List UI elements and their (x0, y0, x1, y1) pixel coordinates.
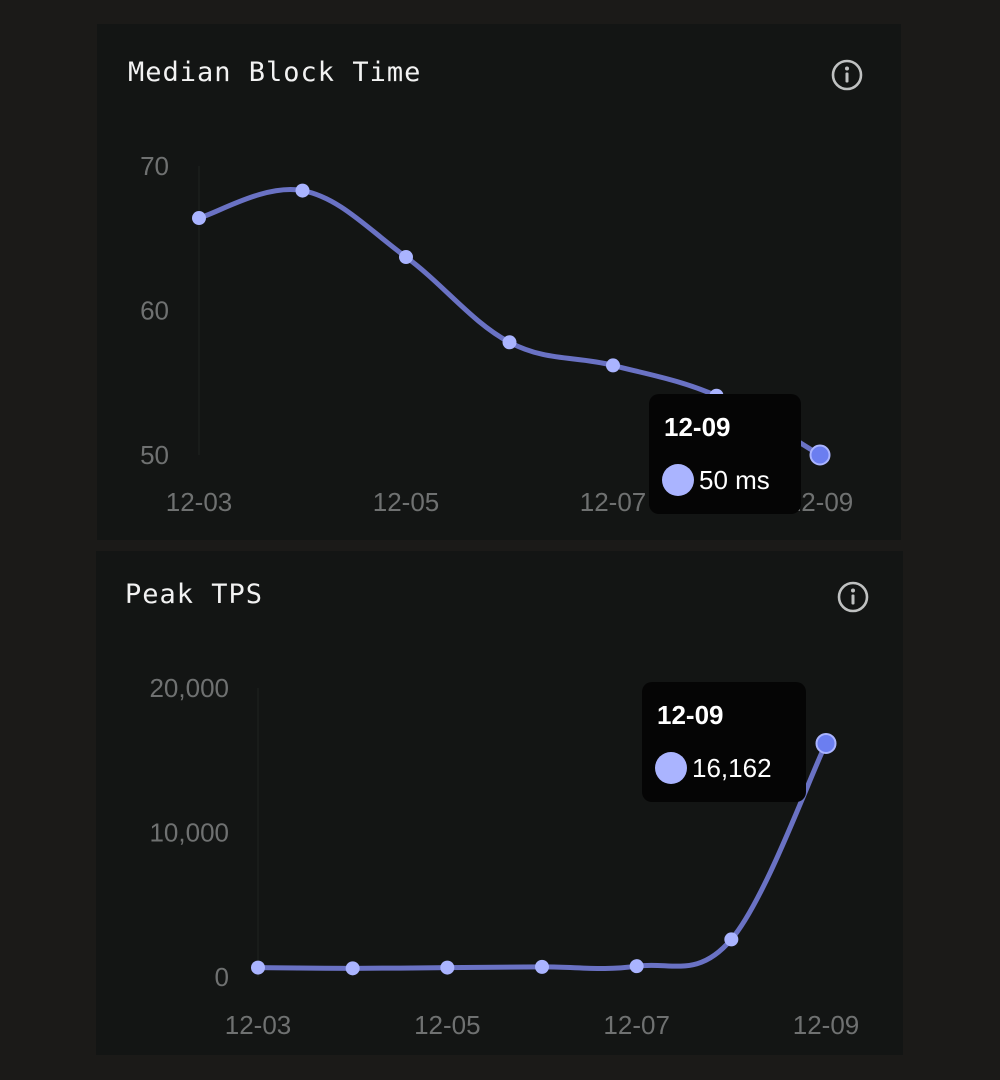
data-point[interactable] (535, 959, 549, 974)
tooltip-series-dot (662, 464, 694, 496)
data-point[interactable] (345, 961, 360, 976)
tooltip-value: 50 ms (699, 465, 770, 495)
chart-tooltip: 12-09 50 ms (649, 394, 801, 514)
data-point[interactable] (724, 932, 739, 947)
data-point[interactable] (502, 335, 517, 350)
x-tick-label: 12-07 (603, 1010, 670, 1040)
x-tick-label: 12-09 (793, 1010, 860, 1040)
data-point[interactable] (629, 959, 644, 974)
active-data-point[interactable] (809, 444, 831, 466)
chart-title: Median Block Time (128, 57, 422, 88)
tooltip-date: 12-09 (664, 412, 731, 442)
y-tick-label: 50 (140, 440, 169, 470)
y-tick-label: 20,000 (149, 673, 229, 703)
median-block-time-card: Median Block Time 70 60 50 12-03 12-05 12-07 1… (97, 24, 901, 540)
info-icon[interactable] (830, 58, 864, 92)
data-point[interactable] (399, 250, 413, 265)
tooltip-series-dot (655, 752, 687, 784)
active-data-point[interactable] (815, 732, 837, 754)
data-point[interactable] (606, 358, 620, 373)
x-tick-label: 12-05 (414, 1010, 481, 1040)
x-tick-label: 12-05 (373, 487, 440, 517)
data-point[interactable] (192, 211, 206, 226)
data-point[interactable] (440, 960, 455, 975)
chart-title: Peak TPS (125, 579, 264, 610)
y-tick-label: 0 (215, 962, 229, 992)
data-point[interactable] (251, 960, 265, 975)
tooltip-date: 12-09 (657, 700, 724, 730)
tooltip-value: 16,162 (692, 753, 772, 783)
peak-tps-card: Peak TPS 20,000 10,000 0 12-03 12-05 12-07 12-… (96, 551, 903, 1055)
chart-tooltip: 12-09 16,162 (642, 682, 806, 802)
y-tick-label: 60 (140, 296, 169, 326)
x-tick-label: 12-03 (225, 1010, 292, 1040)
data-point[interactable] (295, 183, 310, 198)
y-tick-label: 10,000 (149, 818, 229, 848)
x-tick-label: 12-07 (580, 487, 647, 517)
peak-tps-chart[interactable]: 20,000 10,000 0 12-03 12-05 12-07 12-09 (96, 551, 903, 1055)
info-icon[interactable] (836, 580, 870, 614)
y-tick-label: 70 (140, 151, 169, 181)
x-tick-label: 12-03 (166, 487, 233, 517)
